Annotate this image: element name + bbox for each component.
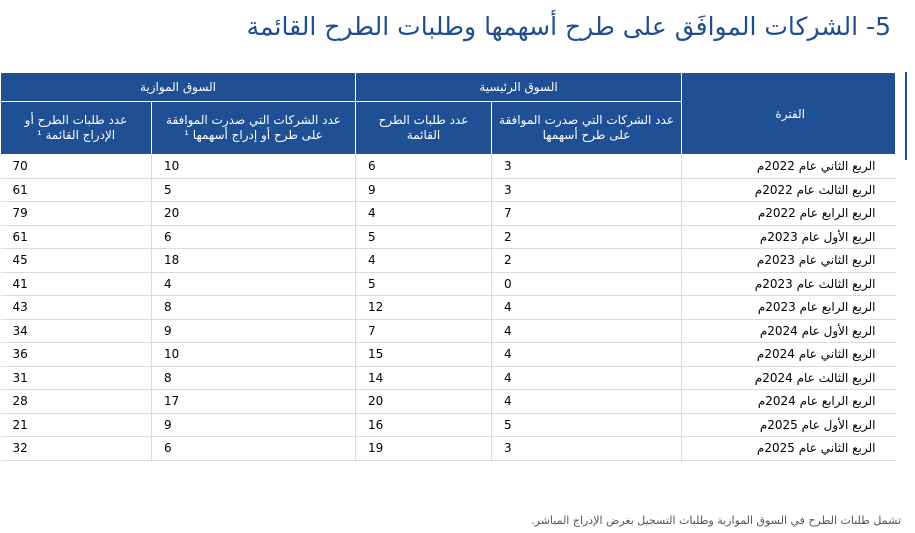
main-pending-cell: 7 bbox=[354, 319, 492, 343]
parallel-pending-cell: 70 bbox=[0, 154, 152, 179]
main-approved-cell: 3 bbox=[491, 154, 682, 179]
parallel-pending-cell: 61 bbox=[0, 225, 152, 249]
parallel-approved-cell: 5 bbox=[151, 178, 356, 202]
parallel-approved-cell: 4 bbox=[151, 272, 356, 296]
period-cell: الربع الثاني عام 2022م bbox=[681, 154, 896, 179]
main-pending-cell: 12 bbox=[354, 295, 492, 320]
period-header: الفترة bbox=[681, 72, 897, 155]
parallel-approved-cell: 20 bbox=[151, 201, 356, 226]
table-row: الربع الثاني عام 2022م 3 6 10 70 bbox=[0, 154, 896, 179]
main-pending-cell: 5 bbox=[354, 272, 492, 296]
table-row: الربع الثاني عام 2024م 4 15 10 36 bbox=[0, 342, 896, 367]
table-row: الربع الثاني عام 2025م 3 19 6 32 bbox=[0, 436, 896, 461]
table-row: الربع الرابع عام 2023م 4 12 8 43 bbox=[0, 295, 896, 320]
parallel-pending-cell: 28 bbox=[0, 389, 152, 414]
parallel-pending-cell: 61 bbox=[0, 178, 152, 202]
period-cell: الربع الأول عام 2024م bbox=[681, 319, 896, 343]
period-cell: الربع الثاني عام 2025م bbox=[681, 436, 896, 461]
parallel-pending-cell: 36 bbox=[0, 342, 152, 367]
main-pending-cell: 4 bbox=[354, 248, 492, 273]
main-approved-cell: 3 bbox=[491, 436, 682, 461]
period-cell: الربع الأول عام 2023م bbox=[681, 225, 896, 249]
parallel-approved-header: عدد الشركات التي صدرت الموافقة على طرح أ… bbox=[151, 101, 356, 155]
parallel-pending-cell: 21 bbox=[0, 413, 152, 437]
parallel-pending-cell: 43 bbox=[0, 295, 152, 320]
main-approved-cell: 2 bbox=[491, 225, 682, 249]
main-approved-header: عدد الشركات التي صدرت الموافقة على طرح أ… bbox=[491, 101, 683, 155]
parallel-pending-cell: 34 bbox=[0, 319, 152, 343]
parallel-approved-cell: 8 bbox=[151, 366, 356, 390]
ipo-table: الفترة السوق الرئيسية السوق الموازية عدد… bbox=[0, 72, 897, 461]
main-pending-cell: 16 bbox=[354, 413, 492, 437]
parallel-pending-cell: 41 bbox=[0, 272, 152, 296]
table-row: الربع الأول عام 2023م 2 5 6 61 bbox=[0, 225, 896, 249]
table-row: الربع الثالث عام 2024م 4 14 8 31 bbox=[0, 366, 896, 390]
period-cell: الربع الرابع عام 2023م bbox=[681, 295, 896, 320]
main-pending-cell: 9 bbox=[354, 178, 492, 202]
period-cell: الربع الرابع عام 2024م bbox=[681, 389, 896, 414]
parallel-approved-cell: 17 bbox=[151, 389, 356, 414]
main-pending-cell: 19 bbox=[354, 436, 492, 461]
parallel-approved-cell: 9 bbox=[151, 413, 356, 437]
parallel-approved-cell: 10 bbox=[151, 154, 356, 179]
table-edge-bar bbox=[905, 72, 907, 160]
main-pending-cell: 15 bbox=[354, 342, 492, 367]
main-pending-header: عدد طلبات الطرح القائمة bbox=[354, 101, 493, 155]
main-approved-cell: 5 bbox=[491, 413, 682, 437]
parallel-approved-cell: 8 bbox=[151, 295, 356, 320]
table-row: الربع الثاني عام 2023م 2 4 18 45 bbox=[0, 248, 896, 273]
main-approved-cell: 0 bbox=[491, 272, 682, 296]
parallel-approved-cell: 9 bbox=[151, 319, 356, 343]
table-row: الربع الرابع عام 2022م 7 4 20 79 bbox=[0, 201, 896, 226]
main-approved-cell: 4 bbox=[491, 389, 682, 414]
parallel-approved-cell: 6 bbox=[151, 436, 356, 461]
table-row: الربع الرابع عام 2024م 4 20 17 28 bbox=[0, 389, 896, 414]
main-approved-cell: 4 bbox=[491, 342, 682, 367]
main-pending-cell: 14 bbox=[354, 366, 492, 390]
parallel-pending-header: عدد طلبات الطرح أو الإدراج القائمة ¹ bbox=[0, 101, 152, 155]
table-row: الربع الثالث عام 2023م 0 5 4 41 bbox=[0, 272, 896, 296]
parallel-pending-cell: 32 bbox=[0, 436, 152, 461]
main-approved-cell: 4 bbox=[491, 319, 682, 343]
parallel-pending-cell: 31 bbox=[0, 366, 152, 390]
main-approved-cell: 3 bbox=[491, 178, 682, 202]
parallel-pending-cell: 79 bbox=[0, 201, 152, 226]
parallel-approved-cell: 18 bbox=[151, 248, 356, 273]
main-pending-cell: 4 bbox=[354, 201, 492, 226]
period-cell: الربع الثالث عام 2023م bbox=[681, 272, 896, 296]
main-approved-cell: 4 bbox=[491, 295, 682, 320]
main-approved-cell: 2 bbox=[491, 248, 682, 273]
main-approved-cell: 7 bbox=[491, 201, 682, 226]
period-cell: الربع الثاني عام 2023م bbox=[681, 248, 896, 273]
parallel-approved-cell: 6 bbox=[151, 225, 356, 249]
table-row: الربع الثالث عام 2022م 3 9 5 61 bbox=[0, 178, 896, 202]
table-row: الربع الأول عام 2025م 5 16 9 21 bbox=[0, 413, 896, 437]
page-title: 5- الشركات الموافَق على طرح أسهمها وطلبا… bbox=[246, 12, 891, 41]
main-market-header: السوق الرئيسية bbox=[354, 72, 683, 102]
main-approved-cell: 4 bbox=[491, 366, 682, 390]
period-cell: الربع الرابع عام 2022م bbox=[681, 201, 896, 226]
period-cell: الربع الثاني عام 2024م bbox=[681, 342, 896, 367]
footnote: تشمل طلبات الطرح في السوق الموازية وطلبا… bbox=[531, 514, 901, 527]
main-pending-cell: 6 bbox=[354, 154, 492, 179]
table-row: الربع الأول عام 2024م 4 7 9 34 bbox=[0, 319, 896, 343]
main-pending-cell: 5 bbox=[354, 225, 492, 249]
period-cell: الربع الثالث عام 2022م bbox=[681, 178, 896, 202]
main-pending-cell: 20 bbox=[354, 389, 492, 414]
period-cell: الربع الثالث عام 2024م bbox=[681, 366, 896, 390]
parallel-approved-cell: 10 bbox=[151, 342, 356, 367]
parallel-pending-cell: 45 bbox=[0, 248, 152, 273]
parallel-market-header: السوق الموازية bbox=[0, 72, 356, 102]
period-cell: الربع الأول عام 2025م bbox=[681, 413, 896, 437]
